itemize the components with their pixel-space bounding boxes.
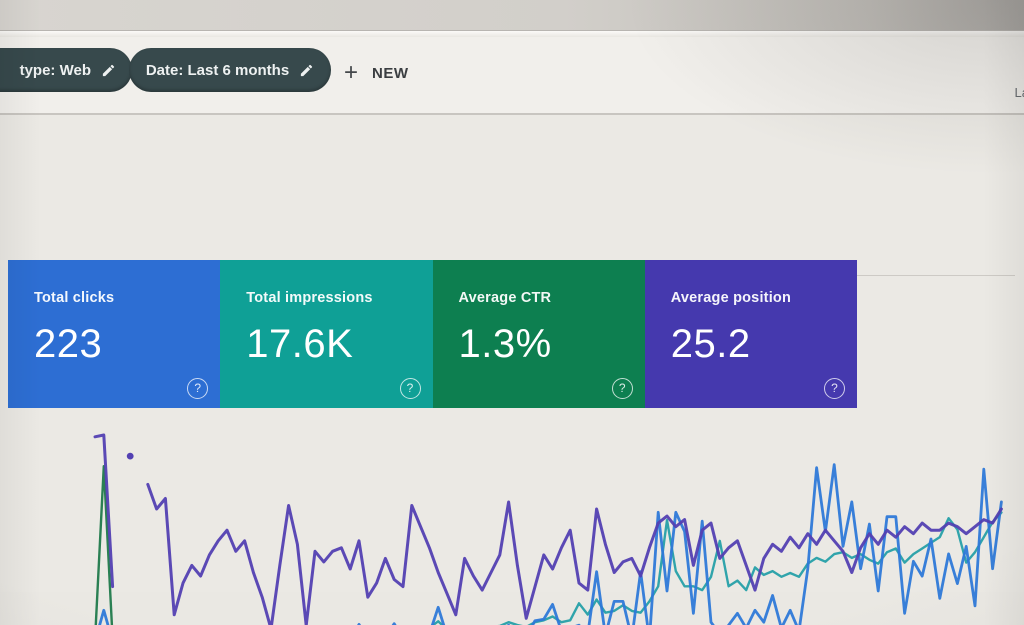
help-icon[interactable]: ? (611, 378, 633, 399)
plus-icon: + (344, 59, 359, 86)
average-position-card[interactable]: Average position 25.2 ? (644, 260, 857, 408)
card-label: Average position (670, 290, 792, 306)
position-line (93, 433, 115, 589)
total-impressions-card[interactable]: Total impressions 17.6K ? (220, 260, 433, 408)
performance-chart[interactable] (60, 433, 1010, 625)
card-value: 25.2 (670, 322, 751, 366)
new-button-label: NEW (372, 64, 409, 82)
help-icon[interactable]: ? (187, 378, 209, 399)
position-isolated-point (126, 452, 134, 460)
filter-toolbar: type: Web Date: Last 6 months + NEW La (0, 37, 1024, 115)
date-filter-chip[interactable]: Date: Last 6 months (129, 48, 331, 92)
last-updated-partial-text: La (1014, 85, 1024, 100)
edit-pencil-icon (101, 63, 116, 78)
help-icon[interactable]: ? (824, 378, 845, 399)
window-edge-highlight (0, 30, 1024, 37)
panel-top-edge (853, 275, 1015, 276)
search-type-chip-label: type: Web (19, 61, 91, 79)
clicks-line (98, 463, 1003, 625)
summary-cards: Total clicks 223 ? Total impressions 17.… (8, 260, 857, 408)
impressions-line (431, 511, 1003, 625)
search-type-filter-chip[interactable]: type: Web (0, 48, 132, 92)
card-label: Average CTR (458, 290, 552, 306)
help-icon[interactable]: ? (399, 378, 421, 399)
performance-report: Total clicks 223 ? Total impressions 17.… (0, 115, 1024, 625)
card-label: Total clicks (34, 290, 115, 306)
edit-pencil-icon (299, 63, 314, 78)
total-clicks-card[interactable]: Total clicks 223 ? (8, 260, 221, 408)
card-label: Total impressions (246, 290, 373, 306)
window-top-edge (0, 0, 1024, 30)
average-ctr-card[interactable]: Average CTR 1.3% ? (432, 260, 645, 408)
date-chip-label: Date: Last 6 months (145, 61, 290, 79)
chart-canvas[interactable] (60, 433, 1010, 625)
card-value: 17.6K (246, 322, 354, 366)
new-filter-button[interactable]: + NEW (338, 53, 415, 93)
position-line (146, 482, 1003, 625)
card-value: 1.3% (458, 322, 552, 366)
card-value: 223 (34, 322, 103, 366)
